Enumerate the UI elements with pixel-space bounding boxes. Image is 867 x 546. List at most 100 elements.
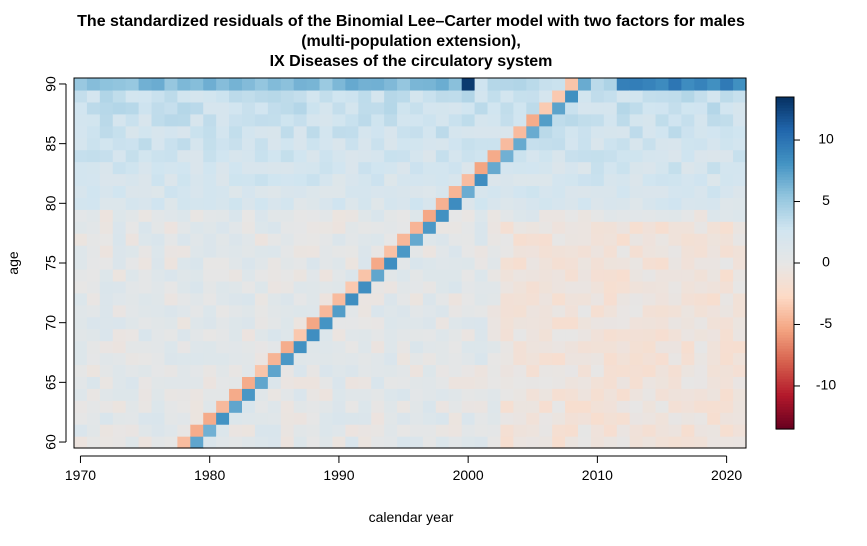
heatmap-cell	[319, 268, 334, 282]
heatmap-cell	[229, 268, 243, 282]
heatmap-cell	[177, 436, 191, 449]
heatmap-cell	[190, 233, 204, 246]
heatmap-cell	[293, 304, 308, 318]
heatmap-cell	[242, 209, 256, 222]
heatmap-cell	[642, 268, 657, 282]
heatmap-cell	[112, 125, 127, 139]
heatmap-cell	[694, 316, 708, 330]
heatmap-cell	[448, 149, 463, 163]
heatmap-cell	[190, 209, 204, 222]
heatmap-cell	[539, 233, 553, 246]
heatmap-cell	[86, 328, 101, 342]
heatmap-cell	[733, 268, 747, 282]
colorbar-segment	[776, 213, 794, 217]
heatmap-cell	[448, 209, 463, 222]
heatmap-cell	[461, 316, 476, 330]
heatmap-cell	[422, 197, 437, 210]
heatmap-cell	[565, 125, 579, 139]
heatmap-cell	[319, 388, 334, 401]
heatmap-cell	[203, 78, 217, 91]
heatmap-cell	[616, 436, 631, 449]
heatmap-cell	[461, 376, 476, 389]
heatmap-cell	[229, 161, 243, 175]
heatmap-cell	[733, 125, 747, 139]
heatmap-cell	[242, 149, 256, 163]
heatmap-cell	[578, 125, 592, 139]
heatmap-cell	[526, 328, 540, 342]
heatmap-cell	[500, 268, 514, 282]
heatmap-cell	[99, 161, 114, 175]
heatmap-cell	[280, 209, 295, 222]
heatmap-cell	[435, 78, 450, 91]
heatmap-cell	[474, 316, 489, 330]
heatmap-cell	[358, 316, 372, 330]
title-line-2: (multi-population extension),	[301, 33, 521, 50]
heatmap-cell	[74, 137, 88, 151]
heatmap-cell	[293, 89, 308, 103]
heatmap-cell	[138, 113, 153, 127]
colorbar-segment	[776, 199, 794, 203]
heatmap-cell	[332, 89, 346, 103]
heatmap-cell	[474, 245, 489, 258]
heatmap-cell	[629, 304, 644, 318]
heatmap-cell	[539, 268, 553, 282]
heatmap-cell	[513, 137, 527, 151]
heatmap-cell	[603, 78, 618, 91]
heatmap-cell	[513, 113, 527, 127]
heatmap-cell	[74, 173, 88, 187]
heatmap-cell	[642, 280, 657, 294]
heatmap-cell	[487, 185, 502, 198]
heatmap-cell	[332, 221, 346, 234]
heatmap-cell	[616, 292, 631, 306]
colorbar-segment	[776, 108, 794, 112]
heatmap-cell	[164, 364, 178, 377]
heatmap-cell	[138, 137, 153, 151]
heatmap-cell	[384, 245, 398, 258]
heatmap-cell	[345, 257, 359, 270]
heatmap-cell	[371, 376, 385, 389]
heatmap-cell	[513, 436, 527, 449]
heatmap-cell	[371, 149, 385, 163]
heatmap-cell	[578, 89, 592, 103]
heatmap-cell	[616, 400, 631, 413]
heatmap-cell	[603, 304, 618, 318]
heatmap-cell	[410, 78, 424, 91]
heatmap-cell	[86, 137, 101, 151]
heatmap-cell	[539, 245, 553, 258]
heatmap-cell	[733, 245, 747, 258]
heatmap-cell	[629, 412, 644, 425]
heatmap-cell	[371, 173, 385, 187]
heatmap-cell	[435, 185, 450, 198]
heatmap-cell	[267, 89, 282, 103]
heatmap-cell	[655, 352, 670, 366]
heatmap-cell	[164, 292, 178, 306]
heatmap-cell	[371, 245, 385, 258]
heatmap-cell	[384, 137, 398, 151]
heatmap-cell	[578, 197, 592, 210]
heatmap-cell	[319, 233, 334, 246]
heatmap-cell	[448, 292, 463, 306]
heatmap-cell	[681, 436, 695, 449]
heatmap-cell	[397, 173, 411, 187]
heatmap-cell	[707, 78, 721, 91]
heatmap-cell	[358, 233, 372, 246]
heatmap-cell	[177, 185, 191, 198]
heatmap-cell	[629, 268, 644, 282]
heatmap-cell	[319, 245, 334, 258]
y-tick-label: 85	[43, 136, 59, 152]
heatmap-cell	[306, 268, 321, 282]
heatmap-cell	[720, 304, 734, 318]
heatmap-cell	[203, 388, 217, 401]
heatmap-cell	[371, 137, 385, 151]
heatmap-cell	[203, 173, 217, 187]
heatmap-cell	[280, 364, 295, 377]
heatmap-cell	[306, 245, 321, 258]
heatmap-cell	[410, 125, 424, 139]
heatmap-cell	[203, 292, 217, 306]
heatmap-cell	[487, 412, 502, 425]
heatmap-cell	[138, 161, 153, 175]
heatmap-cell	[410, 364, 424, 377]
heatmap-cell	[74, 125, 88, 139]
heatmap-cell	[681, 316, 695, 330]
heatmap-cell	[526, 412, 540, 425]
